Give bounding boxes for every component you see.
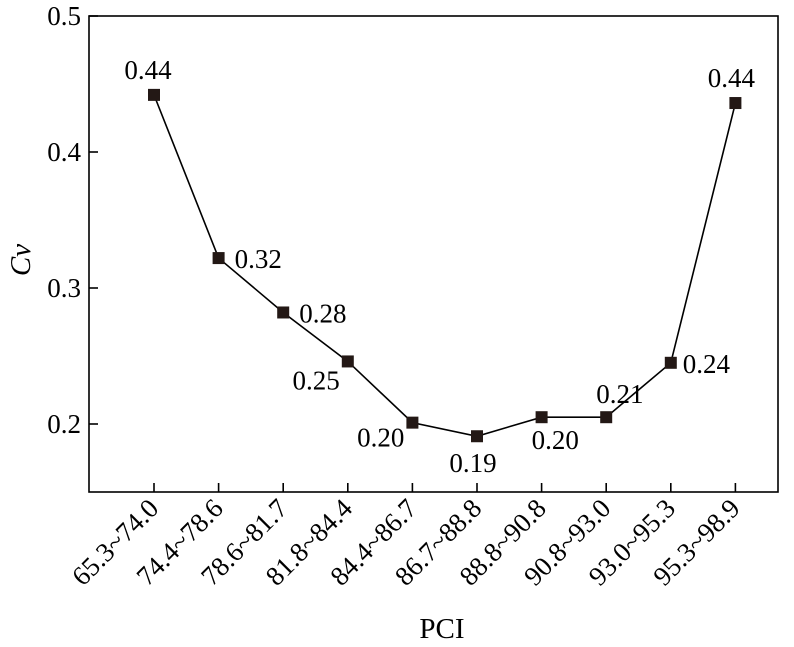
y-tick-label: 0.3 bbox=[47, 273, 81, 303]
data-point-marker bbox=[148, 88, 160, 101]
y-axis-title: Cv bbox=[5, 244, 37, 276]
x-axis-ticks: 65.3~74.074.4~78.678.6~81.781.8~84.484.4… bbox=[66, 483, 746, 591]
data-label: 0.32 bbox=[235, 244, 282, 274]
data-label: 0.24 bbox=[683, 349, 731, 379]
data-label: 0.25 bbox=[293, 365, 340, 395]
data-point-marker bbox=[212, 252, 225, 265]
data-label: 0.44 bbox=[124, 55, 172, 85]
data-point-marker bbox=[729, 97, 742, 110]
data-label: 0.21 bbox=[596, 379, 643, 409]
data-point-marker bbox=[664, 356, 677, 369]
series-line bbox=[153, 94, 737, 438]
plot-frame bbox=[88, 15, 779, 493]
data-point-marker bbox=[406, 416, 419, 429]
data-labels: 0.44 0.32 0.28 0.25 0.20 0.19 0.20 0.21 0.24 0.44 bbox=[124, 55, 755, 478]
data-point-marker bbox=[341, 355, 354, 368]
y-axis-ticks: 0.2 0.3 0.4 0.5 bbox=[47, 1, 98, 439]
data-label: 0.19 bbox=[449, 448, 496, 478]
data-markers bbox=[148, 88, 742, 443]
data-point-marker bbox=[471, 430, 483, 443]
y-tick-label: 0.2 bbox=[47, 409, 81, 439]
data-label: 0.20 bbox=[357, 423, 404, 453]
data-point-marker bbox=[535, 411, 548, 424]
data-label: 0.28 bbox=[299, 298, 346, 328]
y-tick-label: 0.5 bbox=[47, 1, 81, 31]
data-point-marker bbox=[600, 411, 613, 424]
x-axis-title: PCI bbox=[419, 613, 464, 645]
data-label: 0.44 bbox=[708, 63, 756, 93]
data-point-marker bbox=[277, 306, 290, 319]
data-label: 0.20 bbox=[532, 425, 579, 455]
y-tick-label: 0.4 bbox=[47, 137, 81, 167]
